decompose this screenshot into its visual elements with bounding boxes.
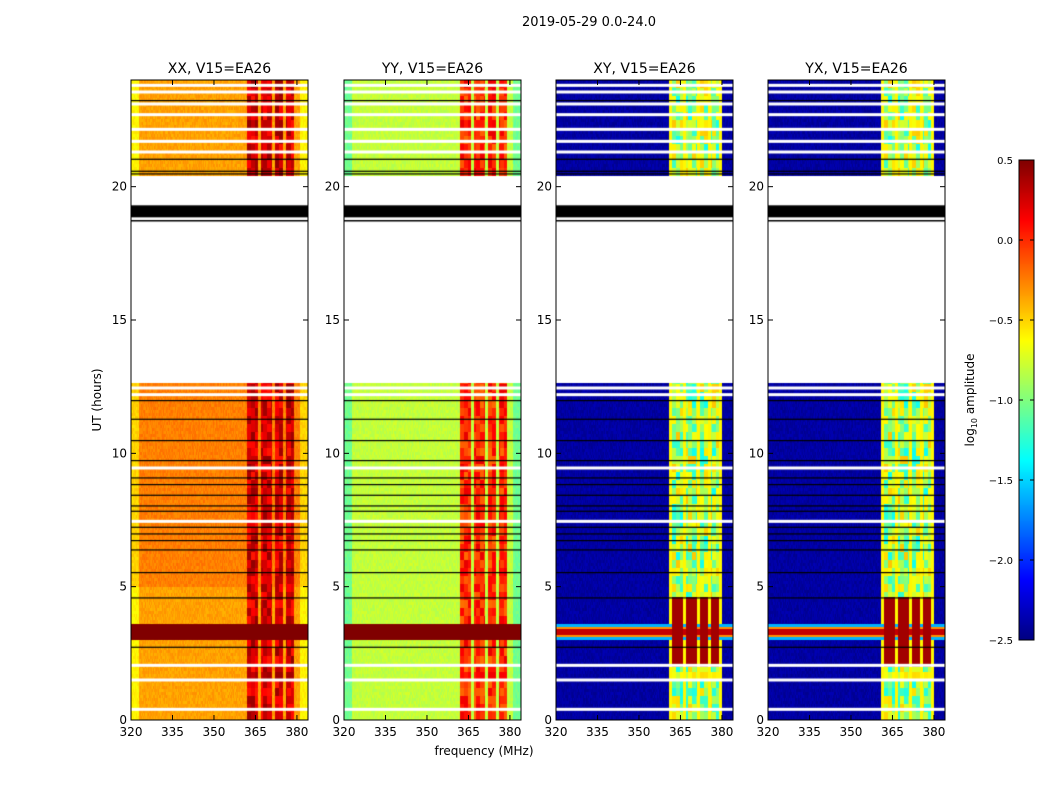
x-tick-label: 335 <box>374 725 397 739</box>
x-tick-label: 320 <box>120 725 143 739</box>
x-tick-label: 320 <box>757 725 780 739</box>
x-tick-label: 320 <box>545 725 568 739</box>
heatmap-xx <box>131 80 308 720</box>
y-tick-label: 15 <box>749 313 764 327</box>
x-tick-label: 350 <box>840 725 863 739</box>
y-tick-label: 0 <box>756 713 764 727</box>
x-tick-label: 365 <box>669 725 692 739</box>
y-axis-label: UT (hours) <box>90 368 104 431</box>
x-tick-label: 380 <box>710 725 733 739</box>
panel-frame <box>767 79 946 721</box>
panel-title: XY, V15=EA26 <box>593 61 695 77</box>
x-tick-label: 365 <box>457 725 480 739</box>
y-tick-label: 15 <box>325 313 340 327</box>
panel-frame <box>130 79 309 721</box>
y-tick-label: 5 <box>119 580 127 594</box>
colorbar-tick-label: −1.5 <box>989 476 1013 487</box>
colorbar-tick-label: −2.0 <box>989 556 1013 567</box>
colorbar-label: log10 amplitude <box>963 354 979 447</box>
y-tick-label: 15 <box>537 313 552 327</box>
colorbar-tick-label: 0.0 <box>997 236 1013 247</box>
panel-title: XX, V15=EA26 <box>168 61 272 77</box>
x-tick-label: 380 <box>922 725 945 739</box>
y-tick-label: 0 <box>332 713 340 727</box>
y-tick-label: 20 <box>325 180 340 194</box>
y-tick-label: 20 <box>749 180 764 194</box>
x-tick-label: 350 <box>416 725 439 739</box>
y-tick-label: 10 <box>112 446 127 460</box>
y-tick-label: 10 <box>749 446 764 460</box>
x-tick-label: 380 <box>285 725 308 739</box>
x-tick-label: 335 <box>586 725 609 739</box>
colorbar <box>1019 160 1034 640</box>
x-tick-label: 350 <box>203 725 226 739</box>
colorbar-tick-label: 0.5 <box>997 156 1013 167</box>
x-tick-label: 380 <box>498 725 521 739</box>
y-tick-label: 10 <box>537 446 552 460</box>
y-tick-label: 10 <box>325 446 340 460</box>
x-tick-label: 350 <box>628 725 651 739</box>
panel-frame <box>343 79 522 721</box>
colorbar-tick-label: −2.5 <box>989 636 1013 647</box>
x-tick-label: 320 <box>333 725 356 739</box>
colorbar-tick-label: −1.0 <box>989 396 1013 407</box>
figure-title: 2019-05-29 0.0-24.0 <box>522 15 656 30</box>
y-tick-label: 5 <box>756 580 764 594</box>
panel-frame <box>555 79 734 721</box>
panel-title: YY, V15=EA26 <box>381 61 483 77</box>
y-tick-label: 20 <box>537 180 552 194</box>
y-tick-label: 5 <box>544 580 552 594</box>
x-tick-label: 365 <box>881 725 904 739</box>
y-tick-label: 20 <box>112 180 127 194</box>
heatmap-yx <box>768 80 945 720</box>
x-tick-label: 335 <box>798 725 821 739</box>
y-tick-label: 5 <box>332 580 340 594</box>
x-tick-label: 365 <box>244 725 267 739</box>
heatmap-xy <box>556 80 733 720</box>
y-tick-label: 15 <box>112 313 127 327</box>
x-axis-label: frequency (MHz) <box>434 744 533 758</box>
y-tick-label: 0 <box>119 713 127 727</box>
panel-title: YX, V15=EA26 <box>804 61 907 77</box>
heatmap-yy <box>344 80 521 720</box>
x-tick-label: 335 <box>161 725 184 739</box>
y-tick-label: 0 <box>544 713 552 727</box>
colorbar-tick-label: −0.5 <box>989 316 1013 327</box>
